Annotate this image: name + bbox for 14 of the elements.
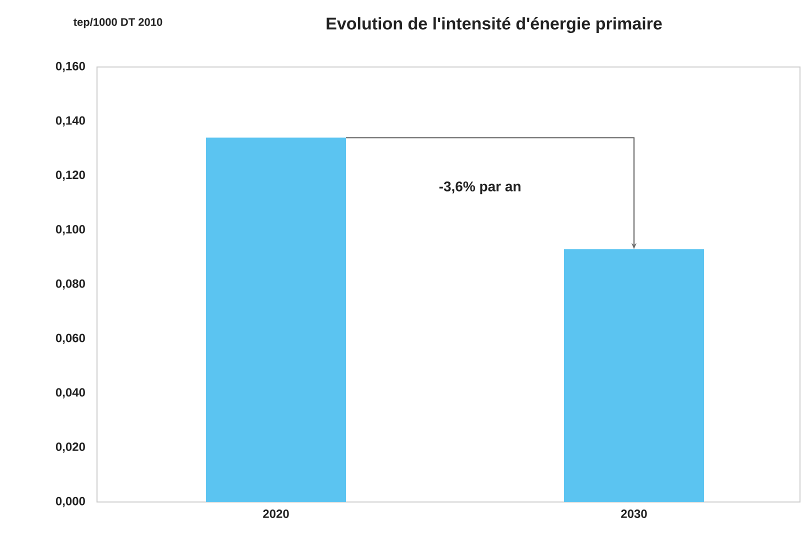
y-tick-label: 0,040 [56, 388, 85, 398]
y-tick-label: 0,120 [56, 170, 85, 181]
annotation: -3,6% par an [439, 181, 520, 194]
y-tick-label: 0,140 [56, 116, 85, 126]
y-tick-label: 0,000 [56, 496, 85, 508]
y-axis-title: tep/1000 DT 2010 [74, 18, 162, 28]
y-tick-label: 0,080 [56, 279, 85, 290]
y-tick-label: 0,160 [56, 62, 85, 72]
x-tick-label: 2020 [263, 510, 289, 518]
chart-title: Evolution de l'intensité d'énergie primaire [326, 16, 662, 34]
x-tick-label: 2030 [621, 510, 647, 518]
y-tick-label: 0,060 [56, 334, 85, 344]
y-tick-label: 0,020 [56, 442, 85, 453]
y-tick-label: 0,100 [56, 225, 85, 236]
